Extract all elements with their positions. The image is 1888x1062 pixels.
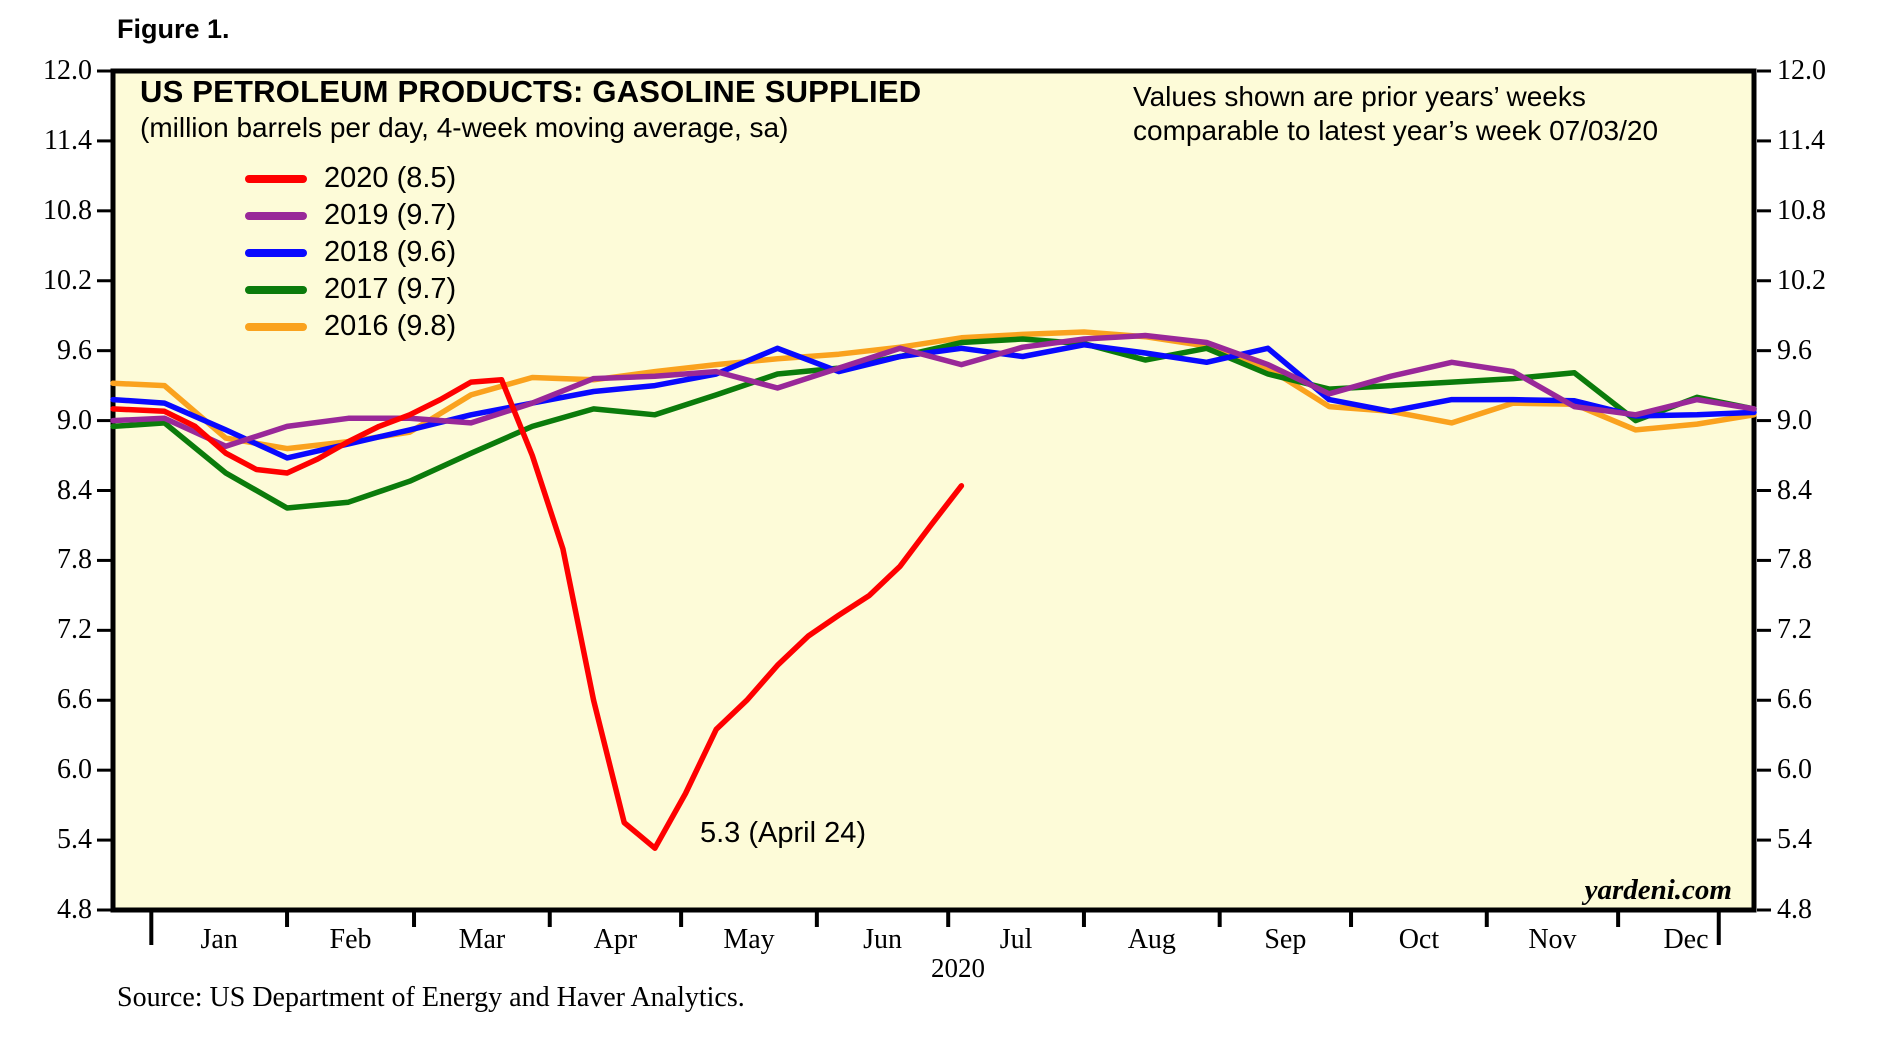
legend-label-2016: 2016 (9.8) — [324, 310, 457, 342]
y-axis-tick-label: 7.8 — [57, 544, 92, 576]
y-axis-tick-label: 7.2 — [57, 614, 92, 646]
series-line-2017 — [110, 336, 1757, 511]
legend-item-2020: 2020 (8.5) — [245, 160, 456, 197]
x-axis-month-label: Dec — [1663, 924, 1709, 955]
x-axis-month-label: Apr — [593, 924, 638, 955]
y-axis-tick-label: 9.0 — [1777, 404, 1812, 436]
y-axis-tick-label: 11.4 — [44, 124, 92, 156]
legend-item-2017: 2017 (9.7) — [245, 271, 456, 308]
y-axis-tick-label: 9.6 — [57, 334, 92, 366]
x-axis-month-label: Mar — [458, 924, 506, 955]
x-axis-month-label: Nov — [1528, 924, 1577, 955]
chart-subtitle: (million barrels per day, 4-week moving … — [140, 112, 789, 143]
y-axis-tick-label: 8.4 — [57, 474, 92, 506]
source-note: Source: US Department of Energy and Have… — [117, 982, 745, 1013]
legend-swatch-2020 — [245, 174, 307, 183]
x-axis-month-label: Oct — [1398, 924, 1440, 955]
legend-swatch-2016 — [245, 322, 307, 331]
legend-label-2019: 2019 (9.7) — [324, 199, 457, 231]
y-axis-tick-label: 9.0 — [57, 404, 92, 436]
y-axis-tick-label: 6.6 — [1777, 684, 1812, 716]
y-axis-tick-label: 10.8 — [43, 194, 92, 226]
y-axis-tick-label: 6.0 — [1777, 754, 1812, 786]
y-axis-tick-label: 5.4 — [57, 824, 92, 856]
y-axis-tick-label: 6.6 — [57, 684, 92, 716]
x-axis-month-label: Aug — [1127, 924, 1176, 955]
y-axis-tick-label: 10.2 — [1777, 264, 1826, 296]
x-axis-month-label: May — [723, 924, 775, 955]
x-axis-month-label: Jun — [863, 924, 902, 955]
y-axis-tick-label: 10.2 — [43, 264, 92, 296]
note-line-1: Values shown are prior years’ weeks — [1133, 81, 1586, 112]
y-axis-tick-label: 12.0 — [1777, 55, 1826, 86]
y-axis-tick-label: 10.8 — [1777, 194, 1826, 226]
legend-label-2020: 2020 (8.5) — [324, 162, 457, 194]
y-axis-tick-label: 4.8 — [57, 894, 92, 925]
y-axis-tick-label: 11.4 — [1777, 124, 1825, 156]
x-axis-month-label: Jul — [999, 924, 1033, 955]
y-axis-tick-label: 9.6 — [1777, 334, 1812, 366]
legend-swatch-2017 — [245, 285, 307, 294]
y-axis-tick-label: 7.2 — [1777, 614, 1812, 646]
y-axis-tick-label: 7.8 — [1777, 544, 1812, 576]
legend-item-2018: 2018 (9.6) — [245, 234, 456, 271]
chart-title: US PETROLEUM PRODUCTS: GASOLINE SUPPLIED — [140, 74, 922, 109]
y-axis-tick-label: 8.4 — [1777, 474, 1812, 506]
series-line-2020 — [110, 377, 965, 851]
low-point-annotation: 5.3 (April 24) — [700, 817, 867, 849]
y-axis-tick-label: 6.0 — [57, 754, 92, 786]
legend: 2020 (8.5) 2019 (9.7) 2018 (9.6) 2017 (9… — [245, 160, 456, 345]
note-line-2: comparable to latest year’s week 07/03/2… — [1133, 115, 1659, 146]
legend-item-2019: 2019 (9.7) — [245, 197, 456, 234]
y-axis-tick-label: 5.4 — [1777, 824, 1812, 856]
x-axis-month-label: Feb — [329, 924, 372, 955]
legend-label-2018: 2018 (9.6) — [324, 236, 457, 268]
x-axis-month-label: Jan — [200, 924, 238, 955]
comparable-week-note: Values shown are prior years’ weeks comp… — [1133, 80, 1658, 148]
x-axis-month-label: Sep — [1264, 924, 1307, 955]
figure-label: Figure 1. — [117, 14, 230, 44]
x-axis-year-label: 2020 — [931, 953, 985, 983]
legend-swatch-2018 — [245, 248, 307, 257]
legend-swatch-2019 — [245, 211, 307, 220]
series-line-2019 — [110, 332, 1757, 449]
y-axis-tick-label: 4.8 — [1777, 894, 1812, 925]
legend-label-2017: 2017 (9.7) — [324, 273, 457, 305]
y-axis-tick-label: 12.0 — [43, 55, 92, 86]
series-line-2018 — [110, 342, 1757, 461]
yardeni-watermark: yardeni.com — [1584, 874, 1732, 906]
legend-item-2016: 2016 (9.8) — [245, 308, 456, 345]
